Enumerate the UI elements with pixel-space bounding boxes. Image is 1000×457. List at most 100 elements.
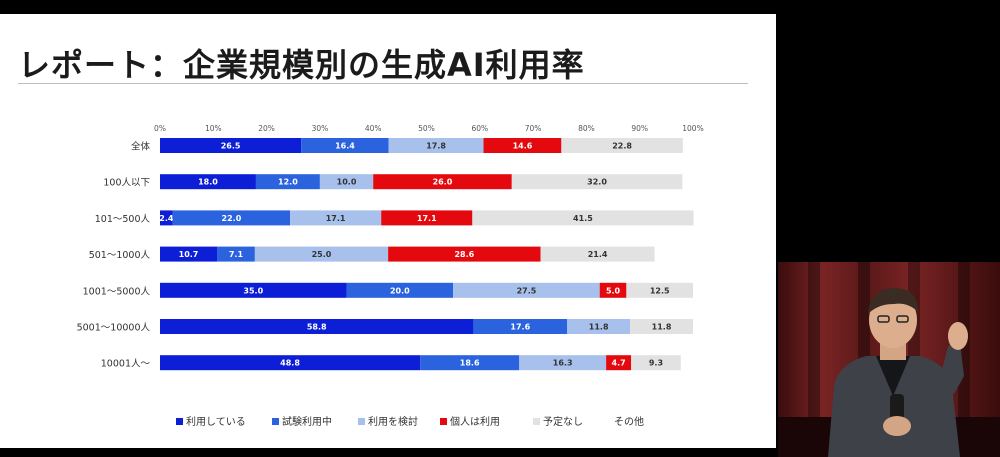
data-label: 14.6	[513, 142, 533, 151]
legend-swatch	[533, 418, 540, 425]
data-label: 21.4	[588, 250, 608, 259]
slide-title: レポート：企業規模別の生成AI利用率	[18, 46, 585, 84]
bar-segment	[381, 210, 473, 226]
x-tick-label: 0%	[154, 124, 166, 133]
bar-segment	[472, 210, 694, 226]
legend-label: 試験利用中	[282, 415, 332, 428]
category-label: 501〜1000人	[89, 250, 151, 261]
curtain-fold	[808, 262, 820, 457]
legend-swatch	[440, 418, 447, 425]
bar-segment	[606, 355, 632, 371]
x-tick-label: 40%	[365, 124, 382, 133]
x-tick-label: 30%	[312, 124, 329, 133]
legend-swatch	[358, 418, 365, 425]
category-label: 10001人〜	[101, 359, 151, 370]
data-label: 11.8	[652, 323, 672, 332]
data-label: 18.0	[198, 178, 218, 187]
data-label: 17.8	[426, 142, 446, 151]
x-tick-label: 60%	[471, 124, 488, 133]
bar-segment	[453, 282, 600, 298]
bar-segment	[160, 355, 421, 371]
data-label: 26.5	[221, 142, 241, 151]
legend-label: 予定なし	[543, 415, 583, 428]
data-label: 16.4	[335, 142, 355, 151]
data-label: 10.0	[337, 178, 357, 187]
title-divider	[18, 83, 748, 84]
legend-label: 利用している	[186, 416, 246, 428]
legend-label: 利用を検討	[368, 415, 418, 428]
data-label: 22.0	[222, 214, 242, 223]
category-label: 1001〜5000人	[83, 286, 151, 297]
legend-label: その他	[614, 415, 644, 428]
legend-label: 個人は利用	[450, 415, 500, 428]
data-label: 22.8	[612, 142, 632, 151]
category-label: 全体	[131, 141, 151, 153]
speaker-video-feed	[778, 262, 1000, 457]
data-label: 16.3	[553, 359, 573, 368]
data-label: 5.0	[606, 286, 621, 295]
bar-segment	[567, 319, 631, 334]
legend-swatch	[272, 418, 279, 425]
data-label: 7.1	[229, 250, 244, 259]
bar-segment	[160, 174, 256, 190]
bar-segment	[217, 246, 255, 262]
presentation-slide: レポート：企業規模別の生成AI利用率 0% 10% 20% 30% 40% 50% 60% 7…	[0, 14, 776, 448]
bar-segment	[254, 246, 389, 262]
category-label: 101〜500人	[95, 214, 151, 225]
bar-segment	[255, 174, 320, 190]
data-label: 48.8	[280, 359, 300, 368]
data-label: 17.1	[326, 214, 346, 223]
data-label: 20.0	[390, 286, 410, 295]
category-label: 5001〜10000人	[77, 323, 151, 334]
data-label: 32.0	[587, 178, 607, 187]
data-label: 12.5	[650, 286, 670, 295]
data-label: 9.3	[649, 359, 663, 368]
bar-segment	[483, 138, 562, 153]
bar-segment	[160, 138, 302, 153]
data-label: 2.4	[159, 214, 174, 223]
data-label: 58.8	[307, 323, 327, 332]
bar-segment	[346, 282, 454, 298]
data-label: 35.0	[243, 286, 263, 295]
legend-swatch	[176, 418, 183, 425]
bar-segment	[540, 246, 655, 262]
data-label: 41.5	[573, 214, 593, 223]
data-label: 17.1	[417, 214, 437, 223]
data-label: 17.6	[510, 323, 530, 332]
bar-segment	[561, 138, 683, 153]
data-label: 10.7	[179, 250, 199, 259]
bar-segment	[160, 210, 173, 226]
bar-segment	[519, 355, 607, 371]
curtain-fold	[958, 262, 970, 457]
bar-segment	[511, 174, 683, 190]
bar-segment	[160, 282, 347, 298]
data-label: 25.0	[312, 250, 332, 259]
speaker-figure	[828, 288, 968, 457]
x-tick-label: 10%	[205, 124, 222, 133]
x-tick-label: 80%	[578, 124, 595, 133]
data-label: 27.5	[517, 286, 537, 295]
x-tick-label: 20%	[258, 124, 275, 133]
bar-segment	[388, 138, 484, 153]
x-tick-label: 100%	[682, 124, 703, 133]
bar-segment	[626, 282, 693, 298]
bar-segment	[301, 138, 389, 153]
data-label: 26.0	[433, 178, 453, 187]
data-label: 12.0	[278, 178, 298, 187]
x-tick-label: 50%	[418, 124, 435, 133]
bar-segment	[599, 282, 627, 298]
bar-segment	[373, 174, 512, 190]
bar-segment	[388, 246, 541, 262]
bar-segment	[631, 355, 681, 371]
category-label: 100人以下	[103, 178, 150, 189]
data-label: 18.6	[460, 359, 480, 368]
bar-segment	[172, 210, 291, 226]
data-label: 11.8	[589, 323, 609, 332]
bar-segment	[473, 319, 568, 334]
x-tick-label: 70%	[525, 124, 542, 133]
data-label: 4.7	[612, 359, 626, 368]
bar-segment	[160, 319, 474, 334]
data-label: 28.6	[454, 250, 474, 259]
bar-segment	[630, 319, 693, 334]
x-tick-label: 90%	[631, 124, 648, 133]
